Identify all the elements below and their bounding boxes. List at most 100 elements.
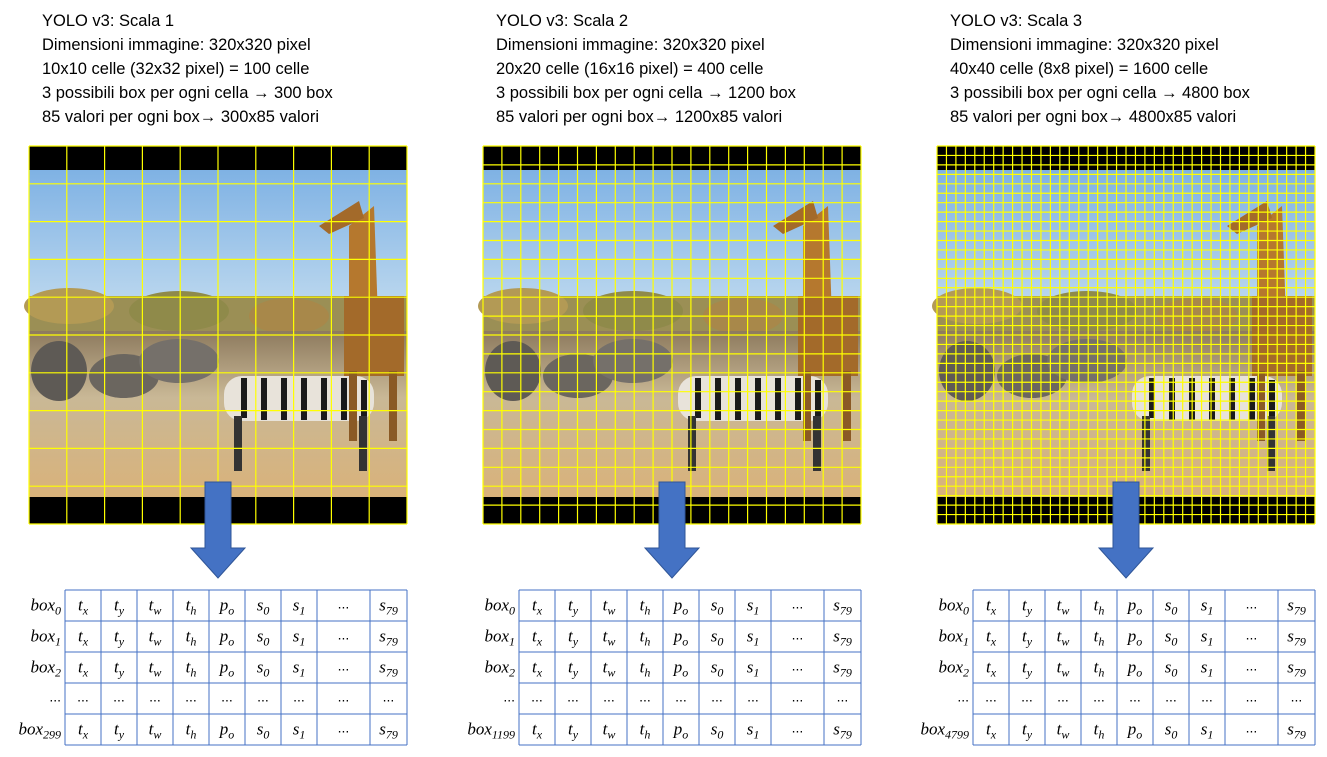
cell: ... bbox=[1291, 689, 1303, 705]
cell-sub: y bbox=[572, 635, 579, 649]
cell-base: t bbox=[186, 627, 192, 646]
cell: s79 bbox=[1287, 596, 1306, 618]
cell-sub: o bbox=[1136, 635, 1142, 649]
cell-sub: o bbox=[228, 666, 234, 680]
cell: po bbox=[219, 720, 235, 742]
cell: s0 bbox=[1165, 658, 1178, 680]
cell-sub: w bbox=[1061, 635, 1069, 649]
cell: ... bbox=[113, 689, 125, 705]
row-label-base: box bbox=[920, 720, 945, 739]
cell-sub: y bbox=[118, 635, 125, 649]
cell-base: t bbox=[1022, 658, 1028, 677]
cell-sub: 79 bbox=[1294, 635, 1306, 649]
cell: ... bbox=[338, 720, 350, 736]
cell-base: s bbox=[1165, 658, 1172, 677]
row-label-sub: 0 bbox=[55, 604, 61, 618]
cell: tw bbox=[1057, 658, 1070, 680]
cell: ty bbox=[568, 720, 579, 742]
cell-sub: 1 bbox=[299, 666, 305, 680]
row-label: ... bbox=[49, 689, 61, 705]
cell-sub: 79 bbox=[386, 728, 398, 742]
cell-base: s bbox=[379, 596, 386, 615]
cell: tx bbox=[986, 627, 997, 649]
cell: s0 bbox=[257, 720, 270, 742]
cell: tx bbox=[986, 596, 997, 618]
cell-base: t bbox=[1094, 658, 1100, 677]
cell-sub: o bbox=[682, 635, 688, 649]
cell: ... bbox=[149, 689, 161, 705]
cell-base: s bbox=[747, 596, 754, 615]
cell: ... bbox=[1021, 689, 1033, 705]
cell: ... bbox=[1129, 689, 1141, 705]
row-label-base: box bbox=[30, 658, 55, 677]
cell: ty bbox=[114, 596, 125, 618]
cell: tx bbox=[78, 596, 89, 618]
cell: s0 bbox=[711, 720, 724, 742]
cell-base: p bbox=[219, 658, 229, 677]
cell-sub: y bbox=[1026, 635, 1033, 649]
cell-sub: 79 bbox=[1294, 604, 1306, 618]
cell: s79 bbox=[379, 720, 398, 742]
cell: tw bbox=[603, 658, 616, 680]
cell: ... bbox=[837, 689, 849, 705]
cell-base: s bbox=[711, 596, 718, 615]
row-label: box299 bbox=[18, 720, 61, 742]
row-label-base: box bbox=[484, 596, 509, 615]
row-label-sub: 2 bbox=[963, 666, 969, 680]
cell: ... bbox=[792, 658, 804, 674]
cell: ... bbox=[792, 720, 804, 736]
cell-base: s bbox=[1165, 596, 1172, 615]
cell: ty bbox=[1022, 720, 1033, 742]
cell: tx bbox=[532, 627, 543, 649]
cell: s79 bbox=[379, 658, 398, 680]
panel-text: YOLO v3: Scala 2 bbox=[496, 12, 628, 30]
cell-sub: h bbox=[190, 666, 196, 680]
cell: s79 bbox=[833, 658, 852, 680]
cell: s79 bbox=[833, 627, 852, 649]
cell-sub: y bbox=[118, 604, 125, 618]
cell-sub: h bbox=[1098, 666, 1104, 680]
cell-sub: x bbox=[990, 604, 997, 618]
cell-base: t bbox=[640, 627, 646, 646]
panel-text: 10x10 celle (32x32 pixel) = 100 celle bbox=[42, 60, 309, 78]
cell-sub: h bbox=[190, 728, 196, 742]
cell: ... bbox=[985, 689, 997, 705]
cell: s1 bbox=[293, 658, 306, 680]
cell-base: t bbox=[1094, 720, 1100, 739]
cell-sub: x bbox=[536, 604, 543, 618]
cell-base: s bbox=[833, 596, 840, 615]
cell-sub: w bbox=[153, 604, 161, 618]
cell-base: s bbox=[747, 720, 754, 739]
cell-base: p bbox=[219, 720, 229, 739]
cell: ... bbox=[792, 596, 804, 612]
cell: th bbox=[186, 596, 197, 618]
cell-sub: o bbox=[1136, 604, 1142, 618]
cell-sub: y bbox=[572, 666, 579, 680]
cell-sub: 79 bbox=[1294, 666, 1306, 680]
cell: th bbox=[640, 596, 651, 618]
cell: s79 bbox=[1287, 658, 1306, 680]
cell-base: s bbox=[1201, 627, 1208, 646]
cell-sub: x bbox=[536, 635, 543, 649]
row-label: box1199 bbox=[467, 720, 515, 742]
cell-base: t bbox=[640, 596, 646, 615]
panel: YOLO v3: Scala 1 Dimensioni immagine: 320… bbox=[18, 12, 407, 746]
cell: ... bbox=[1165, 689, 1177, 705]
cell: ... bbox=[338, 658, 350, 674]
cell-sub: h bbox=[644, 666, 650, 680]
cell-sub: y bbox=[1026, 728, 1033, 742]
cell-base: s bbox=[293, 658, 300, 677]
cell-base: p bbox=[1127, 596, 1137, 615]
cell-sub: 0 bbox=[263, 666, 269, 680]
cell-sub: 0 bbox=[1171, 728, 1177, 742]
cell-base: p bbox=[1127, 720, 1137, 739]
cell: po bbox=[673, 658, 689, 680]
row-label-sub: 1 bbox=[509, 635, 515, 649]
cell: po bbox=[219, 596, 235, 618]
row-label-base: box bbox=[938, 658, 963, 677]
row-label-sub: 0 bbox=[509, 604, 515, 618]
cell-base: s bbox=[711, 658, 718, 677]
cell: th bbox=[186, 720, 197, 742]
cell: tw bbox=[603, 627, 616, 649]
cell: s79 bbox=[833, 720, 852, 742]
